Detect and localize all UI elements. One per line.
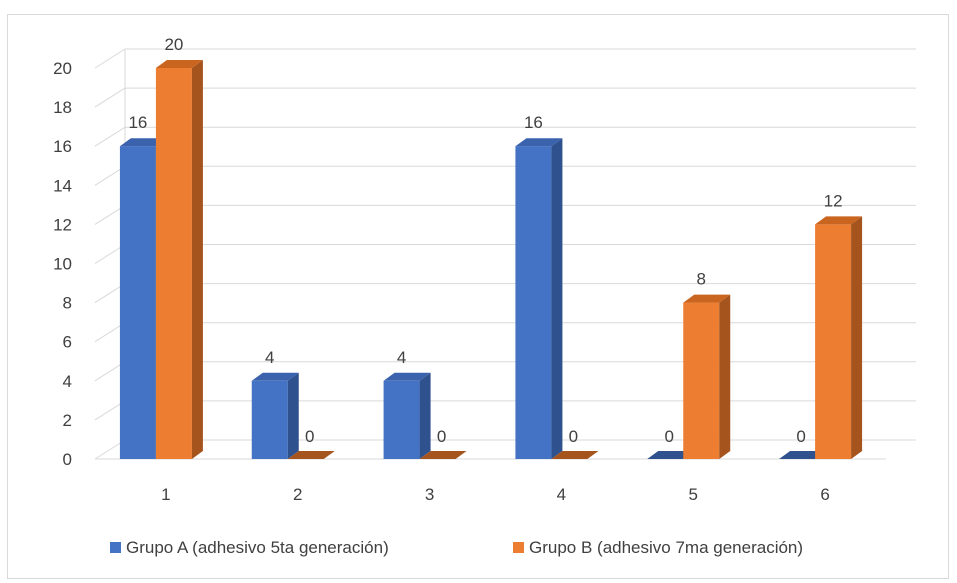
y-tick-label: 2	[63, 411, 72, 430]
data-label: 0	[796, 427, 805, 446]
bar-top	[251, 372, 299, 381]
bar-grupo-b	[155, 60, 203, 459]
y-tick-label: 20	[53, 59, 72, 78]
gridlines	[94, 48, 916, 460]
bar-grupo-a	[647, 451, 695, 459]
y-tick-label: 18	[53, 98, 72, 117]
gridline-slant	[94, 87, 126, 108]
bar-grupo-a	[779, 451, 827, 459]
bars	[119, 60, 863, 459]
y-tick-label: 4	[63, 372, 72, 391]
bar-front	[515, 146, 552, 459]
data-label: 12	[824, 191, 843, 210]
bar-front	[251, 380, 288, 459]
x-tick-label: 4	[557, 485, 566, 504]
data-label: 4	[265, 348, 274, 367]
bar-grupo-b	[551, 451, 599, 459]
data-label: 16	[128, 113, 147, 132]
bar-front	[155, 68, 192, 459]
y-tick-label: 0	[63, 450, 72, 469]
data-label: 0	[305, 427, 314, 446]
legend-item-grupo-a: Grupo A (adhesivo 5ta generación)	[110, 538, 389, 557]
bar-front	[683, 302, 720, 459]
bar-top	[119, 138, 167, 147]
bar-side	[419, 372, 431, 459]
bar-grupo-a	[383, 372, 431, 459]
bar-top	[779, 451, 827, 459]
bar-front	[815, 224, 852, 459]
x-tick-label: 3	[425, 485, 434, 504]
data-label: 8	[697, 270, 706, 289]
bar-side	[287, 372, 299, 459]
bar-grupo-b	[287, 451, 335, 459]
legend: Grupo A (adhesivo 5ta generación) Grupo B…	[110, 538, 803, 557]
bar-front	[383, 380, 420, 459]
bar-side	[851, 216, 863, 459]
y-tick-label: 10	[53, 255, 72, 274]
y-tick-label: 8	[63, 294, 72, 313]
bar-top	[383, 372, 431, 381]
bar-side	[551, 138, 563, 459]
bar-grupo-b	[683, 294, 731, 459]
data-label: 0	[665, 427, 674, 446]
legend-label: Grupo B (adhesivo 7ma generación)	[529, 538, 803, 557]
bar-top	[419, 451, 467, 459]
bar-grupo-b	[419, 451, 467, 459]
legend-label: Grupo A (adhesivo 5ta generación)	[126, 538, 389, 557]
data-label: 20	[164, 35, 183, 54]
bar-top	[155, 60, 203, 68]
y-tick-label: 6	[63, 333, 72, 352]
bar-top	[515, 138, 563, 147]
bar-top	[647, 451, 695, 459]
gridline-slant	[94, 48, 126, 69]
data-label: 0	[569, 427, 578, 446]
x-tick-label: 1	[161, 485, 170, 504]
gridline-slant	[94, 126, 126, 147]
y-tick-label: 16	[53, 137, 72, 156]
x-tick-label: 5	[689, 485, 698, 504]
data-labels: 16 20 4 0 4 0 16 0 0 8 0 12	[128, 35, 842, 446]
y-tick-label: 14	[53, 176, 72, 195]
x-tick-label: 2	[293, 485, 302, 504]
bar-top	[815, 216, 863, 225]
bar-side	[719, 294, 731, 459]
bar-side	[191, 60, 203, 459]
bar-front	[119, 146, 156, 459]
bar-grupo-b	[815, 216, 863, 459]
legend-swatch	[110, 542, 121, 553]
bar-grupo-a	[251, 372, 299, 459]
x-tick-label: 6	[820, 485, 829, 504]
y-axis: 0 2 4 6 8 10 12 14 16 18 20	[53, 59, 72, 469]
data-label: 4	[397, 348, 406, 367]
y-tick-label: 12	[53, 215, 72, 234]
legend-swatch	[513, 542, 524, 553]
x-axis: 1 2 3 4 5 6	[161, 485, 830, 504]
data-label: 0	[437, 427, 446, 446]
bar-top	[551, 451, 599, 459]
legend-item-grupo-b: Grupo B (adhesivo 7ma generación)	[513, 538, 803, 557]
bar-grupo-a	[515, 138, 563, 459]
data-label: 16	[524, 113, 543, 132]
bar-top	[683, 294, 731, 303]
bar-top	[287, 451, 335, 459]
